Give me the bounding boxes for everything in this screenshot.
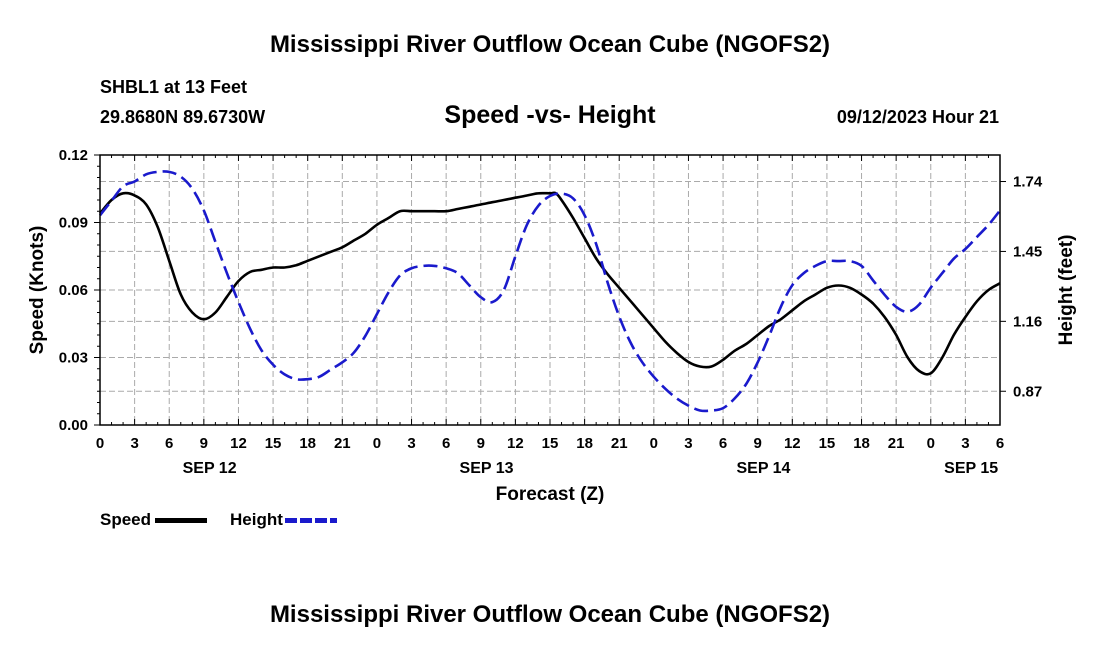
x-tick-label: 6 [442, 435, 450, 452]
y2-tick-label: 0.87 [1013, 383, 1042, 400]
x-axis-label: Forecast (Z) [496, 484, 605, 505]
x-tick-label: 12 [784, 435, 801, 452]
date-label: SEP 15 [944, 460, 998, 477]
series-layer [98, 170, 1002, 413]
height-series-line [98, 170, 1002, 413]
x-tick-label: 0 [373, 435, 381, 452]
x-tick-label: 18 [576, 435, 593, 452]
forecast-datetime: 09/12/2023 Hour 21 [836, 107, 999, 127]
date-label: SEP 12 [183, 460, 237, 477]
x-tick-label: 9 [200, 435, 208, 452]
x-tick-label: 0 [96, 435, 104, 452]
x-tick-label: 21 [334, 435, 351, 452]
x-tick-label: 21 [611, 435, 628, 452]
x-tick-label: 9 [477, 435, 485, 452]
x-tick-label: 6 [165, 435, 173, 452]
x-tick-label: 12 [507, 435, 524, 452]
chart-title: Mississippi River Outflow Ocean Cube (NG… [269, 31, 831, 58]
y-axis-label-right: Height (feet) [1056, 235, 1077, 346]
plot-subtitle: Speed -vs- Height [444, 101, 656, 129]
legend-speed-swatch [155, 517, 208, 523]
x-tick-label: 15 [542, 435, 559, 452]
legend-height-swatch [284, 517, 337, 523]
axes: 0 3 6 9 12 15 18 21 0 3 6 9 12 15 18 21 0 3 6 9 12 15 18 21 0 3 6S… [59, 147, 1043, 477]
x-tick-label: 3 [130, 435, 138, 452]
date-label: SEP 14 [736, 460, 790, 477]
x-tick-label: 18 [299, 435, 316, 452]
y2-tick-label: 1.74 [1013, 174, 1043, 191]
y-tick-label: 0.12 [59, 147, 88, 164]
x-tick-label: 3 [407, 435, 415, 452]
x-tick-label: 6 [719, 435, 727, 452]
x-tick-label: 15 [265, 435, 282, 452]
y2-tick-label: 1.16 [1013, 313, 1042, 330]
y-tick-label: 0.00 [59, 417, 88, 434]
legend-speed-label: Speed [100, 510, 152, 529]
y-tick-label: 0.03 [59, 350, 88, 367]
x-tick-label: 12 [230, 435, 247, 452]
x-tick-label: 0 [650, 435, 658, 452]
legend-height: Height [230, 510, 337, 530]
y-tick-label: 0.06 [59, 282, 88, 299]
x-tick-label: 6 [996, 435, 1004, 452]
footer-title: Mississippi River Outflow Ocean Cube (NG… [269, 601, 831, 628]
legend-speed: Speed [100, 510, 208, 530]
grid [100, 155, 1000, 425]
x-tick-label: 0 [927, 435, 935, 452]
date-label: SEP 13 [460, 460, 514, 477]
coordinates-label: 29.8680N 89.6730W [100, 107, 266, 127]
y-axis-label-left: Speed (Knots) [27, 226, 48, 355]
x-tick-label: 18 [853, 435, 870, 452]
x-tick-label: 3 [961, 435, 969, 452]
station-label: SHBL1 at 13 Feet [100, 77, 248, 97]
legend-height-label: Height [230, 510, 283, 529]
y2-tick-label: 1.45 [1013, 243, 1042, 260]
x-tick-label: 21 [888, 435, 905, 452]
x-tick-label: 15 [819, 435, 836, 452]
speed-series-line [99, 191, 1001, 376]
x-tick-label: 9 [754, 435, 762, 452]
y-tick-label: 0.09 [59, 215, 88, 232]
x-tick-label: 3 [684, 435, 692, 452]
